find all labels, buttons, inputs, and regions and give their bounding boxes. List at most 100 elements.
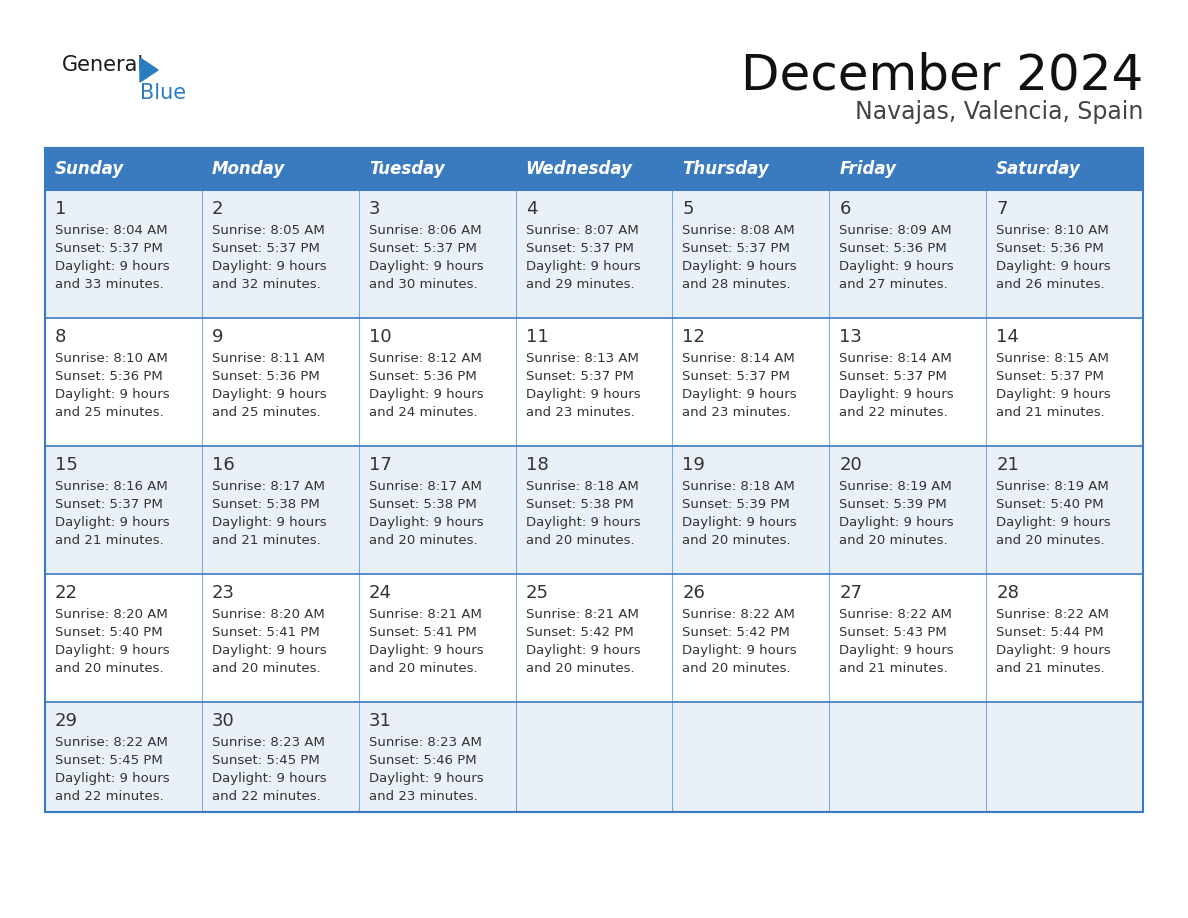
Text: and 26 minutes.: and 26 minutes.: [997, 278, 1105, 291]
Text: Sunset: 5:44 PM: Sunset: 5:44 PM: [997, 626, 1104, 639]
Text: and 25 minutes.: and 25 minutes.: [211, 406, 321, 419]
Text: Saturday: Saturday: [997, 160, 1081, 178]
Text: Sunset: 5:39 PM: Sunset: 5:39 PM: [839, 498, 947, 511]
Text: Daylight: 9 hours: Daylight: 9 hours: [997, 388, 1111, 401]
Text: Sunrise: 8:23 AM: Sunrise: 8:23 AM: [211, 736, 324, 749]
Text: Sunrise: 8:10 AM: Sunrise: 8:10 AM: [997, 224, 1108, 237]
Text: and 28 minutes.: and 28 minutes.: [682, 278, 791, 291]
Text: Daylight: 9 hours: Daylight: 9 hours: [997, 644, 1111, 657]
Text: and 30 minutes.: and 30 minutes.: [368, 278, 478, 291]
Text: Sunrise: 8:14 AM: Sunrise: 8:14 AM: [682, 352, 795, 365]
Text: 22: 22: [55, 584, 78, 602]
Text: 11: 11: [525, 328, 549, 346]
Text: Sunset: 5:37 PM: Sunset: 5:37 PM: [525, 242, 633, 255]
Text: Sunset: 5:39 PM: Sunset: 5:39 PM: [682, 498, 790, 511]
Text: Daylight: 9 hours: Daylight: 9 hours: [55, 772, 170, 785]
Bar: [45, 148, 1143, 812]
Text: 27: 27: [839, 584, 862, 602]
Text: 6: 6: [839, 200, 851, 218]
Text: Daylight: 9 hours: Daylight: 9 hours: [682, 516, 797, 529]
Text: Sunrise: 8:23 AM: Sunrise: 8:23 AM: [368, 736, 481, 749]
Text: Monday: Monday: [211, 160, 285, 178]
Text: Sunset: 5:38 PM: Sunset: 5:38 PM: [211, 498, 320, 511]
Text: 8: 8: [55, 328, 67, 346]
Text: and 22 minutes.: and 22 minutes.: [55, 790, 164, 803]
Text: Daylight: 9 hours: Daylight: 9 hours: [368, 388, 484, 401]
Text: and 22 minutes.: and 22 minutes.: [839, 406, 948, 419]
Text: 29: 29: [55, 712, 78, 730]
Text: Sunrise: 8:15 AM: Sunrise: 8:15 AM: [997, 352, 1110, 365]
Text: Sunrise: 8:05 AM: Sunrise: 8:05 AM: [211, 224, 324, 237]
Text: and 20 minutes.: and 20 minutes.: [997, 534, 1105, 547]
Text: Sunrise: 8:20 AM: Sunrise: 8:20 AM: [211, 608, 324, 621]
Text: Sunset: 5:36 PM: Sunset: 5:36 PM: [211, 370, 320, 383]
Text: and 22 minutes.: and 22 minutes.: [211, 790, 321, 803]
Text: Friday: Friday: [839, 160, 896, 178]
Text: Sunset: 5:41 PM: Sunset: 5:41 PM: [211, 626, 320, 639]
Text: Sunrise: 8:19 AM: Sunrise: 8:19 AM: [997, 480, 1108, 493]
Text: and 21 minutes.: and 21 minutes.: [211, 534, 321, 547]
Bar: [45, 148, 1143, 190]
Text: and 20 minutes.: and 20 minutes.: [525, 534, 634, 547]
Text: and 20 minutes.: and 20 minutes.: [682, 662, 791, 675]
Text: Sunset: 5:45 PM: Sunset: 5:45 PM: [211, 754, 320, 767]
Text: Daylight: 9 hours: Daylight: 9 hours: [211, 516, 327, 529]
Text: Sunset: 5:36 PM: Sunset: 5:36 PM: [55, 370, 163, 383]
Text: Sunrise: 8:17 AM: Sunrise: 8:17 AM: [368, 480, 481, 493]
Text: Daylight: 9 hours: Daylight: 9 hours: [55, 644, 170, 657]
Text: Daylight: 9 hours: Daylight: 9 hours: [682, 388, 797, 401]
Text: and 20 minutes.: and 20 minutes.: [839, 534, 948, 547]
Text: 3: 3: [368, 200, 380, 218]
Text: Sunset: 5:41 PM: Sunset: 5:41 PM: [368, 626, 476, 639]
Text: and 32 minutes.: and 32 minutes.: [211, 278, 321, 291]
Bar: [45, 190, 1143, 318]
Text: 31: 31: [368, 712, 392, 730]
Text: Daylight: 9 hours: Daylight: 9 hours: [55, 516, 170, 529]
Text: Sunrise: 8:14 AM: Sunrise: 8:14 AM: [839, 352, 952, 365]
Text: Sunrise: 8:16 AM: Sunrise: 8:16 AM: [55, 480, 168, 493]
Text: Daylight: 9 hours: Daylight: 9 hours: [997, 516, 1111, 529]
Text: Thursday: Thursday: [682, 160, 769, 178]
Bar: [45, 702, 1143, 812]
Text: Sunset: 5:36 PM: Sunset: 5:36 PM: [839, 242, 947, 255]
Text: Sunrise: 8:11 AM: Sunrise: 8:11 AM: [211, 352, 324, 365]
Text: 28: 28: [997, 584, 1019, 602]
Text: 9: 9: [211, 328, 223, 346]
Text: Daylight: 9 hours: Daylight: 9 hours: [525, 644, 640, 657]
Text: Sunset: 5:36 PM: Sunset: 5:36 PM: [997, 242, 1104, 255]
Text: and 23 minutes.: and 23 minutes.: [682, 406, 791, 419]
Text: and 20 minutes.: and 20 minutes.: [211, 662, 321, 675]
Text: Sunset: 5:37 PM: Sunset: 5:37 PM: [839, 370, 947, 383]
Text: Sunrise: 8:22 AM: Sunrise: 8:22 AM: [682, 608, 795, 621]
Text: 16: 16: [211, 456, 234, 474]
Text: and 20 minutes.: and 20 minutes.: [55, 662, 164, 675]
Text: Sunrise: 8:19 AM: Sunrise: 8:19 AM: [839, 480, 952, 493]
Bar: [45, 318, 1143, 446]
Text: and 21 minutes.: and 21 minutes.: [997, 406, 1105, 419]
Text: 15: 15: [55, 456, 78, 474]
Text: Sunrise: 8:20 AM: Sunrise: 8:20 AM: [55, 608, 168, 621]
Text: and 21 minutes.: and 21 minutes.: [55, 534, 164, 547]
Text: and 20 minutes.: and 20 minutes.: [368, 662, 478, 675]
Text: December 2024: December 2024: [741, 52, 1143, 100]
Text: Sunset: 5:40 PM: Sunset: 5:40 PM: [997, 498, 1104, 511]
Text: Tuesday: Tuesday: [368, 160, 444, 178]
Text: Blue: Blue: [140, 83, 187, 103]
Text: and 21 minutes.: and 21 minutes.: [997, 662, 1105, 675]
Text: Sunrise: 8:13 AM: Sunrise: 8:13 AM: [525, 352, 638, 365]
Text: Sunrise: 8:12 AM: Sunrise: 8:12 AM: [368, 352, 481, 365]
Text: Daylight: 9 hours: Daylight: 9 hours: [211, 388, 327, 401]
Text: Daylight: 9 hours: Daylight: 9 hours: [368, 516, 484, 529]
Text: Daylight: 9 hours: Daylight: 9 hours: [211, 644, 327, 657]
Text: 2: 2: [211, 200, 223, 218]
Text: Sunrise: 8:04 AM: Sunrise: 8:04 AM: [55, 224, 168, 237]
Text: Navajas, Valencia, Spain: Navajas, Valencia, Spain: [854, 100, 1143, 124]
Text: 26: 26: [682, 584, 706, 602]
Text: Wednesday: Wednesday: [525, 160, 632, 178]
Text: Sunrise: 8:10 AM: Sunrise: 8:10 AM: [55, 352, 168, 365]
Text: Daylight: 9 hours: Daylight: 9 hours: [525, 516, 640, 529]
Text: 19: 19: [682, 456, 706, 474]
Text: 4: 4: [525, 200, 537, 218]
Text: Sunset: 5:45 PM: Sunset: 5:45 PM: [55, 754, 163, 767]
Text: Sunrise: 8:21 AM: Sunrise: 8:21 AM: [368, 608, 481, 621]
